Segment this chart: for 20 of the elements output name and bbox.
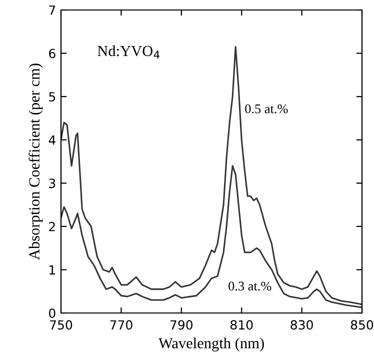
- y-tick-label: 1: [50, 265, 55, 274]
- x-tick-label: 850: [350, 320, 374, 330]
- annotation: 0.3 at.%: [228, 282, 272, 291]
- line-series: [61, 46, 362, 306]
- x-tick-label: 790: [170, 320, 192, 330]
- y-tick-label: 4: [48, 135, 56, 145]
- y-tick-label: 0: [49, 308, 56, 318]
- x-axis-title: Wavelength (nm): [158, 338, 264, 352]
- annotation: 0.5 at.%: [245, 104, 288, 114]
- y-tick-label: 6: [49, 48, 56, 58]
- y-tick-label: 7: [49, 6, 56, 15]
- y-axis-title: Absorption Coefficient (per cm): [28, 64, 43, 260]
- y-tick-label: 2: [49, 222, 55, 232]
- annotation: Nd:YVO$_{4}$: [98, 45, 160, 59]
- x-tick-label: 830: [290, 320, 313, 330]
- y-tick-label: 3: [49, 178, 56, 188]
- x-tick-label: 810: [230, 320, 253, 330]
- x-tick-label: 750: [50, 320, 72, 330]
- y-tick-label: 5: [49, 92, 56, 102]
- x-tick-label: 770: [110, 320, 132, 330]
